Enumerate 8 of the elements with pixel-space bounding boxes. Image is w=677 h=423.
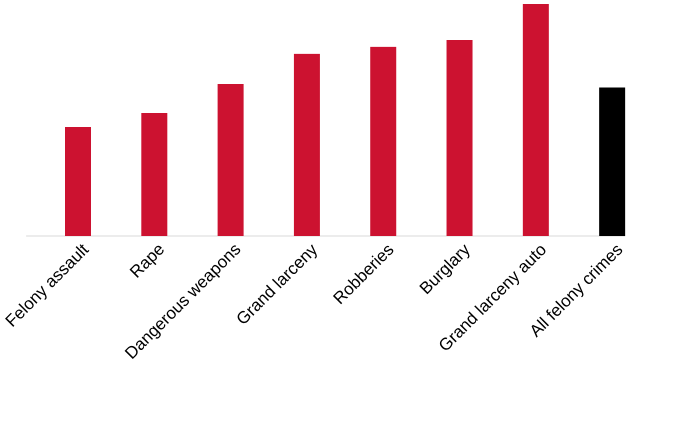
bar [218,84,244,236]
bar [65,126,91,236]
bar [599,88,626,236]
bar [446,40,473,236]
bar [522,4,549,236]
bar [370,46,396,236]
bar [294,54,320,236]
bar [141,113,168,236]
